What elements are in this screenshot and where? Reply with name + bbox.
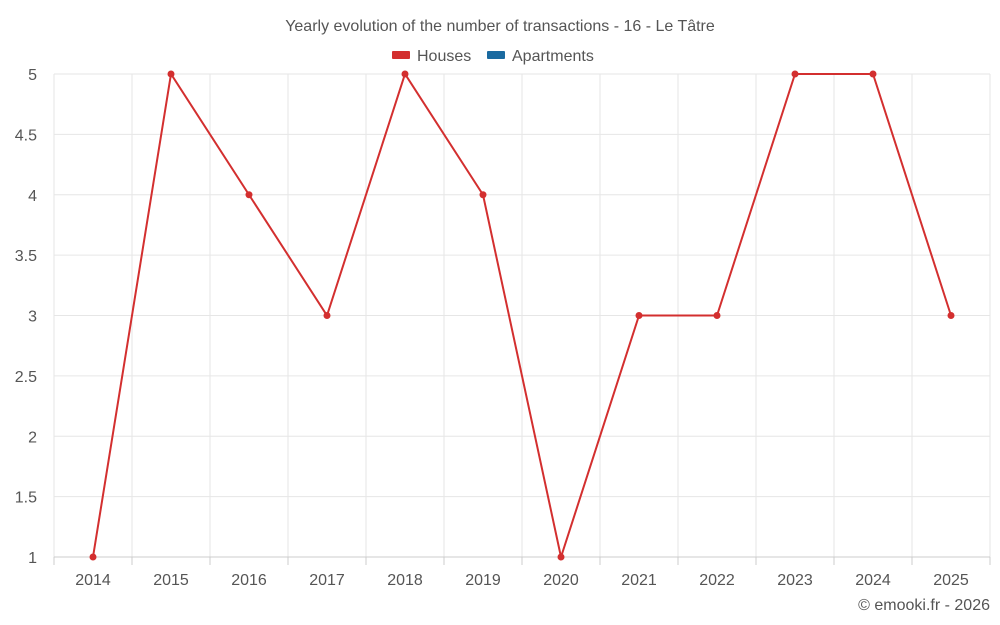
legend-item-houses[interactable]: Houses (392, 48, 471, 65)
x-axis-ticks: 2014 2015 2016 2017 2018 2019 2020 2021 2022 2023… (53, 557, 991, 589)
x-tick-label: 2022 (699, 572, 735, 589)
x-tick-label: 2017 (309, 572, 345, 589)
y-tick-label: 2.5 (15, 369, 37, 386)
legend-item-apartments[interactable]: Apartments (487, 48, 594, 65)
x-tick-label: 2016 (231, 572, 267, 589)
y-tick-label: 1.5 (15, 490, 37, 507)
data-point-houses[interactable] (479, 191, 487, 199)
y-axis-ticks: 1 1.5 2 2.5 3 3.5 4 4.5 5 (15, 67, 37, 567)
legend: Houses Apartments (392, 48, 594, 65)
data-point-houses[interactable] (323, 312, 331, 319)
y-tick-label: 4.5 (15, 127, 37, 144)
y-tick-label: 3 (28, 309, 37, 326)
data-point-houses[interactable] (791, 70, 799, 78)
data-point-houses[interactable] (869, 70, 877, 78)
data-point-houses[interactable] (245, 191, 253, 199)
x-tick-label: 2019 (465, 572, 501, 589)
x-tick-label: 2024 (855, 572, 891, 589)
series-line-houses (92, 71, 952, 561)
y-tick-label: 1 (28, 550, 37, 567)
legend-label-houses: Houses (417, 48, 471, 65)
x-tick-label: 2025 (933, 572, 969, 589)
data-point-houses[interactable] (401, 70, 409, 78)
chart-title: Yearly evolution of the number of transa… (285, 18, 715, 35)
y-tick-label: 2 (28, 429, 37, 446)
y-tick-label: 3.5 (15, 248, 37, 265)
legend-swatch-houses (392, 51, 410, 59)
y-tick-label: 4 (28, 188, 37, 205)
x-tick-label: 2014 (75, 572, 111, 589)
data-point-houses[interactable] (89, 553, 97, 561)
data-point-houses[interactable] (635, 312, 643, 319)
x-tick-label: 2023 (777, 572, 813, 589)
x-tick-label: 2018 (387, 572, 423, 589)
data-point-houses[interactable] (713, 312, 721, 319)
legend-label-apartments: Apartments (512, 48, 594, 65)
series (89, 70, 955, 561)
x-tick-label: 2021 (621, 572, 657, 589)
x-tick-label: 2020 (543, 572, 579, 589)
data-point-houses[interactable] (167, 70, 175, 78)
x-tick-label: 2015 (153, 572, 189, 589)
data-point-houses[interactable] (947, 312, 955, 319)
data-point-houses[interactable] (557, 553, 565, 561)
grid (53, 73, 991, 558)
y-tick-label: 5 (28, 67, 37, 84)
credit-text: © emooki.fr - 2026 (858, 597, 990, 614)
legend-swatch-apartments (487, 51, 505, 59)
